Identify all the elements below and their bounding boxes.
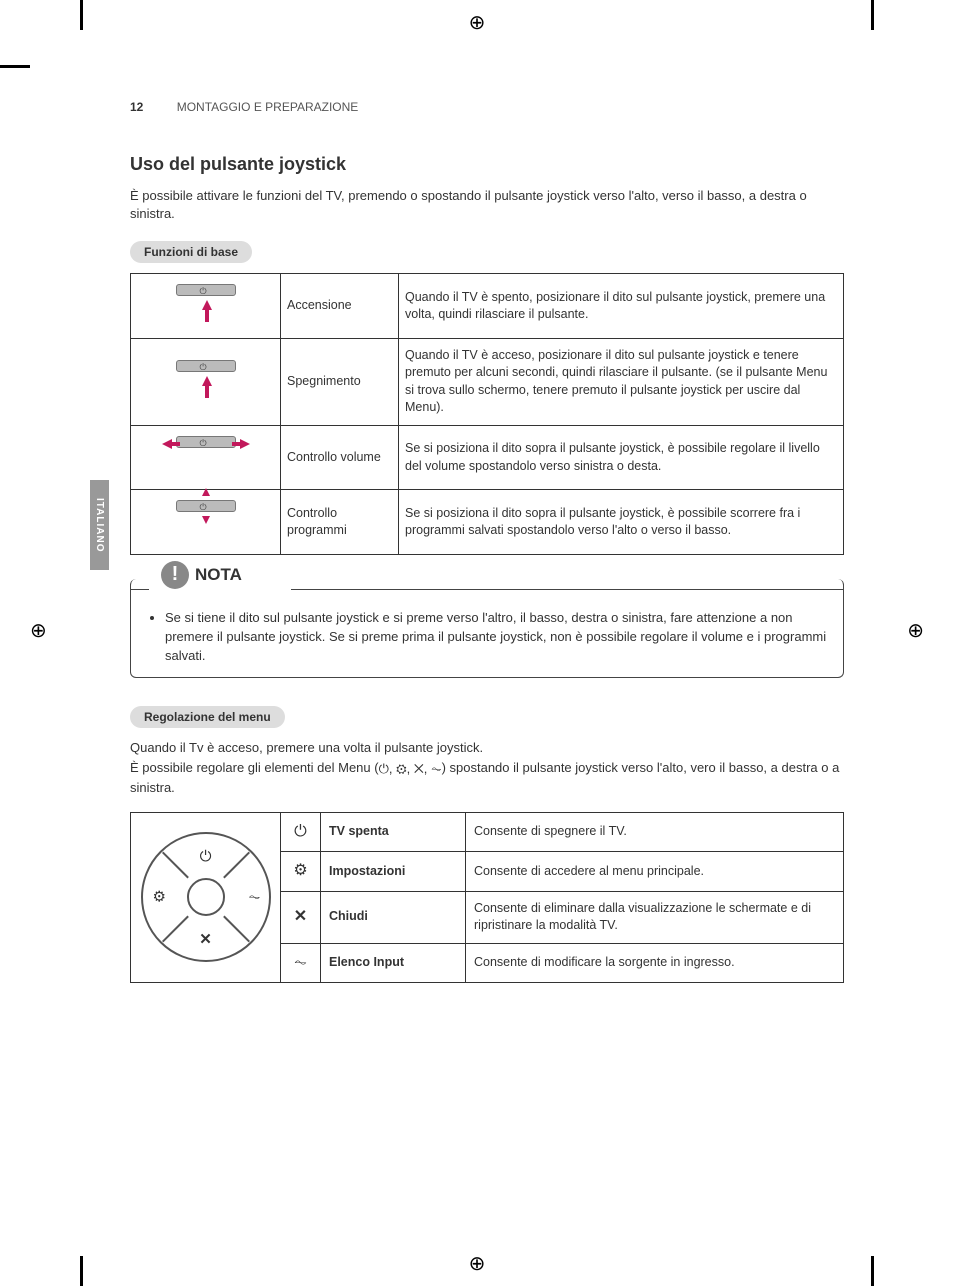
- page-header: 12 MONTAGGIO E PREPARAZIONE: [130, 100, 844, 114]
- function-label: Controllo volume: [281, 425, 399, 490]
- menu-item-description: Consente di spegnere il TV.: [466, 812, 844, 851]
- function-description: Quando il TV è spento, posizionare il di…: [399, 274, 844, 339]
- close-icon: ✕: [199, 929, 212, 950]
- note-icon: !: [161, 561, 189, 589]
- menu-item-label: Elenco Input: [321, 943, 466, 982]
- menu-item-label: TV spenta: [321, 812, 466, 851]
- menu-adjustment-pill: Regolazione del menu: [130, 706, 285, 728]
- close-icon: ✕: [281, 891, 321, 943]
- crop-mark: [80, 0, 83, 30]
- basic-functions-pill: Funzioni di base: [130, 241, 252, 263]
- joystick-diagram-programs: ⏻: [131, 490, 281, 555]
- joystick-diagram-power-on: ⏻: [131, 274, 281, 339]
- input-icon: ⏦: [248, 887, 260, 908]
- settings-icon: ⚙: [153, 887, 166, 908]
- note-text: Se si tiene il dito sul pulsante joystic…: [165, 609, 827, 666]
- joystick-diagram-power-off: ⏻: [131, 338, 281, 425]
- function-description: Se si posiziona il dito sopra il pulsant…: [399, 490, 844, 555]
- registration-mark-icon: ⊕: [907, 618, 924, 643]
- registration-mark-icon: ⊕: [30, 618, 47, 643]
- basic-functions-table: ⏻ Accensione Quando il TV è spento, posi…: [130, 273, 844, 555]
- power-icon: ⏻: [281, 812, 321, 851]
- intro-text: È possibile attivare le funzioni del TV,…: [130, 187, 844, 223]
- note-title: NOTA: [195, 565, 242, 585]
- menu-item-label: Impostazioni: [321, 852, 466, 891]
- language-tab: ITALIANO: [90, 480, 109, 570]
- menu-item-description: Consente di modificare la sorgente in in…: [466, 943, 844, 982]
- inline-menu-icons: ⏻, ⚙, ✕, ⏦: [379, 761, 442, 776]
- function-description: Se si posiziona il dito sopra il pulsant…: [399, 425, 844, 490]
- header-section-title: MONTAGGIO E PREPARAZIONE: [177, 100, 359, 114]
- crop-mark: [80, 1256, 83, 1286]
- crop-mark: [0, 65, 30, 68]
- settings-icon: ⚙: [281, 852, 321, 891]
- function-label: Accensione: [281, 274, 399, 339]
- registration-mark-icon: ⊕: [469, 10, 486, 35]
- menu-item-label: Chiudi: [321, 891, 466, 943]
- note-box: ! NOTA Se si tiene il dito sul pulsante …: [130, 579, 844, 679]
- menu-intro: Quando il Tv è acceso, premere una volta…: [130, 738, 844, 797]
- section-title: Uso del pulsante joystick: [130, 154, 844, 175]
- power-icon: ⏻: [200, 846, 212, 867]
- crop-mark: [871, 1256, 874, 1286]
- menu-table: ⏻ ⚙ ⏦ ✕ ⏻ TV spenta Consente di spegnere…: [130, 812, 844, 983]
- input-icon: ⏦: [281, 943, 321, 982]
- function-label: Controllo programmi: [281, 490, 399, 555]
- menu-item-description: Consente di eliminare dalla visualizzazi…: [466, 891, 844, 943]
- menu-item-description: Consente di accedere al menu principale.: [466, 852, 844, 891]
- menu-intro-line2a: È possibile regolare gli elementi del Me…: [130, 760, 379, 775]
- table-row: ⏻ ⚙ ⏦ ✕ ⏻ TV spenta Consente di spegnere…: [131, 812, 844, 851]
- joystick-diagram-volume: ⏻: [131, 425, 281, 490]
- page-number: 12: [130, 100, 143, 114]
- table-row: ⏻ Controllo volume Se si posiziona il di…: [131, 425, 844, 490]
- function-label: Spegnimento: [281, 338, 399, 425]
- table-row: ⏻ Controllo programmi Se si posiziona il…: [131, 490, 844, 555]
- menu-intro-line1: Quando il Tv è acceso, premere una volta…: [130, 740, 483, 755]
- crop-mark: [871, 0, 874, 30]
- table-row: ⏻ Spegnimento Quando il TV è acceso, pos…: [131, 338, 844, 425]
- registration-mark-icon: ⊕: [469, 1251, 486, 1276]
- nav-circle-diagram: ⏻ ⚙ ⏦ ✕: [131, 812, 281, 982]
- function-description: Quando il TV è acceso, posizionare il di…: [399, 338, 844, 425]
- table-row: ⏻ Accensione Quando il TV è spento, posi…: [131, 274, 844, 339]
